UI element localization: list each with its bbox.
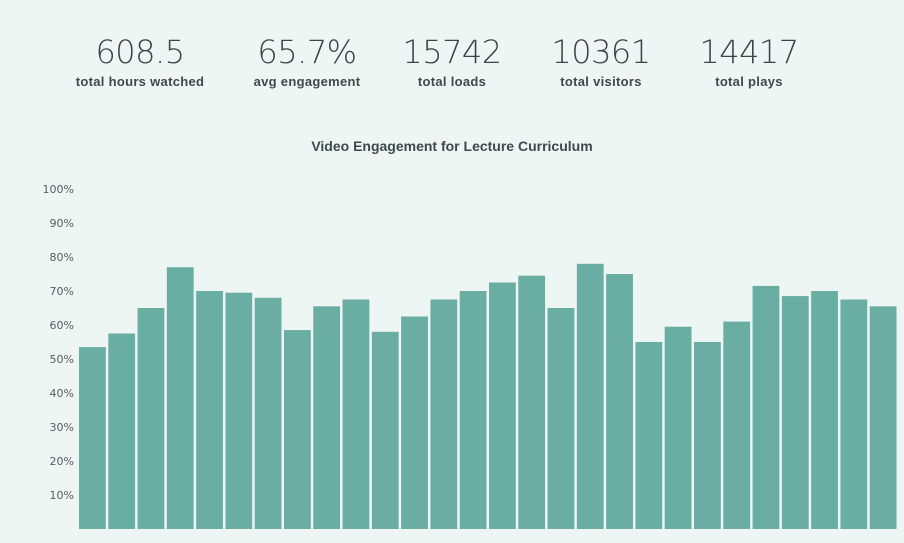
stat-label: avg engagement <box>253 74 361 89</box>
bar <box>137 308 165 529</box>
y-tick-label: 90% <box>50 217 74 230</box>
y-tick-label: 100% <box>43 183 74 196</box>
bar <box>723 321 751 529</box>
bar <box>781 296 809 529</box>
bar <box>108 333 136 529</box>
bar <box>196 291 223 529</box>
stat-total-plays: 14417 total plays <box>674 30 824 90</box>
bar <box>811 291 838 529</box>
y-tick-label: 70% <box>50 285 74 298</box>
stat-value: 65.7% <box>257 33 357 71</box>
bar <box>284 330 311 529</box>
bar <box>869 306 897 529</box>
y-axis: 10% 20% 30% 40% 50% 60% 70% 80% 90% 100% <box>43 183 74 502</box>
bar <box>342 299 370 529</box>
bar <box>840 299 868 529</box>
stat-avg-engagement: 65.7% avg engagement <box>232 30 382 90</box>
y-tick-label: 40% <box>50 387 74 400</box>
stat-value: 10361 <box>551 33 651 71</box>
bar <box>576 263 604 529</box>
y-tick-label: 80% <box>50 251 74 264</box>
y-tick-label: 60% <box>50 319 74 332</box>
y-tick-label: 30% <box>50 421 74 434</box>
bar <box>518 275 546 529</box>
stat-value: 15742 <box>402 33 502 71</box>
y-tick-label: 50% <box>50 353 74 366</box>
chart-title: Video Engagement for Lecture Curriculum <box>311 138 593 154</box>
stat-total-loads: 15742 total loads <box>377 30 527 90</box>
y-tick-label: 10% <box>50 489 74 502</box>
stat-value: 608.5 <box>95 33 185 71</box>
bar <box>664 326 692 529</box>
stat-value: 14417 <box>699 33 799 71</box>
bar <box>166 267 194 529</box>
bar <box>547 308 575 529</box>
bar <box>459 291 487 529</box>
stat-label: total visitors <box>560 74 642 89</box>
bar <box>401 316 428 529</box>
bar <box>371 331 399 529</box>
stat-hours-watched: 608.5 total hours watched <box>65 30 215 90</box>
stat-total-visitors: 10361 total visitors <box>526 30 676 90</box>
bar <box>225 292 253 529</box>
stat-label: total plays <box>715 74 783 89</box>
stat-label: total hours watched <box>75 74 205 89</box>
bar <box>489 282 516 529</box>
bar <box>635 342 663 529</box>
engagement-bar-chart: 10% 20% 30% 40% 50% 60% 70% 80% 90% 100% <box>43 183 897 529</box>
stats-row: 608.5 total hours watched 65.7% avg enga… <box>0 0 904 110</box>
bar <box>606 274 633 529</box>
bar <box>752 285 780 529</box>
bars <box>79 263 897 529</box>
bar <box>254 297 282 529</box>
y-tick-label: 20% <box>50 455 74 468</box>
bar <box>313 306 341 529</box>
bar <box>694 342 721 529</box>
bar <box>79 347 106 529</box>
stat-label: total loads <box>417 74 487 89</box>
bar <box>430 299 458 529</box>
